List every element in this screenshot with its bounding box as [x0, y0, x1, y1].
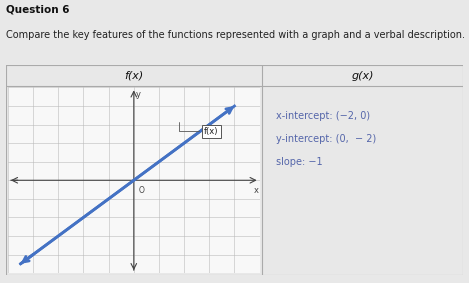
- Text: x: x: [253, 186, 258, 195]
- Text: y: y: [136, 90, 141, 99]
- Text: O: O: [138, 186, 144, 195]
- Text: f(x): f(x): [179, 122, 219, 136]
- Text: slope: −1: slope: −1: [276, 157, 322, 167]
- Text: Compare the key features of the functions represented with a graph and a verbal : Compare the key features of the function…: [6, 30, 465, 40]
- Text: g(x): g(x): [351, 70, 374, 81]
- Text: y-intercept: (0,  − 2): y-intercept: (0, − 2): [276, 134, 376, 144]
- Text: f(x): f(x): [124, 70, 144, 81]
- Text: Question 6: Question 6: [6, 4, 69, 14]
- Text: x-intercept: (−2, 0): x-intercept: (−2, 0): [276, 111, 370, 121]
